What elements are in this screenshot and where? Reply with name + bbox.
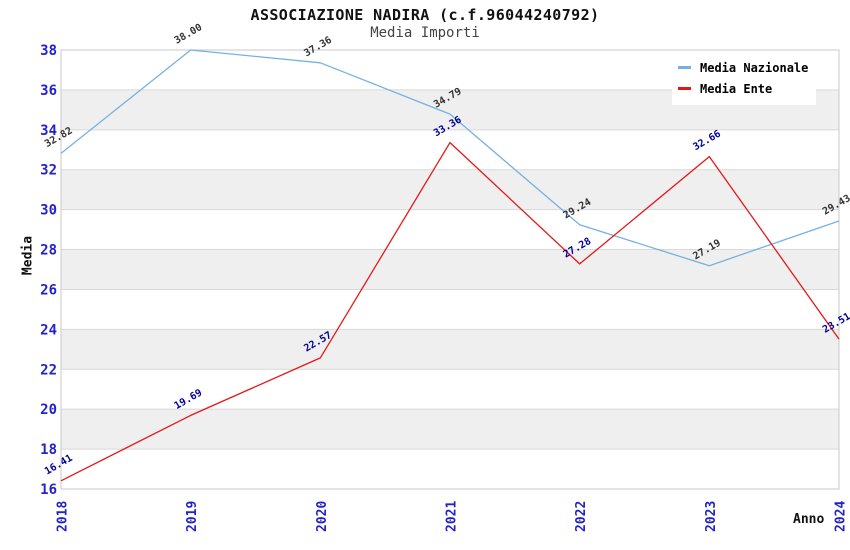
legend-item-media-nazionale: Media Nazionale (676, 57, 816, 78)
y-tick-label: 38 (40, 43, 57, 59)
y-tick-label: 34 (40, 123, 57, 139)
y-tick-label: 30 (40, 203, 57, 219)
y-tick-label: 22 (40, 362, 57, 378)
chart-subtitle: Media Importi (370, 25, 480, 41)
x-tick-label: 2021 (445, 501, 460, 532)
legend-line-swatch (678, 66, 691, 69)
x-tick-label: 2018 (56, 501, 71, 532)
x-axis-title: Anno (793, 512, 825, 527)
legend-line-swatch (678, 87, 691, 90)
plot-band (61, 449, 839, 489)
series-line-media-ente (60, 141, 840, 482)
x-tick-label: 2024 (834, 501, 849, 532)
plot-band (61, 369, 839, 410)
plot-band (61, 249, 839, 290)
plot-band (61, 169, 839, 210)
plot-band (61, 289, 839, 330)
plot-band (61, 129, 839, 170)
y-tick-label: 36 (40, 83, 57, 99)
legend: Media Nazionale Media Ente (672, 51, 816, 105)
series-lines (60, 49, 840, 482)
series-line-media-nazionale (60, 49, 840, 267)
x-axis-tick-labels: 2018 2019 2020 2021 2022 2023 2024 (56, 501, 849, 532)
plot-border (60, 49, 840, 490)
y-tick-label: 32 (40, 163, 57, 179)
x-tick-label: 2023 (704, 501, 719, 532)
y-tick-label: 26 (40, 282, 57, 298)
y-tick-label: 18 (40, 442, 57, 458)
chart-title: ASSOCIAZIONE NADIRA (c.f.96044240792) (250, 6, 600, 24)
legend-label: Media Nazionale (700, 60, 809, 75)
plot-bands (61, 50, 839, 489)
x-tick-label: 2022 (574, 501, 589, 532)
legend-item-media-ente: Media Ente (676, 78, 816, 99)
y-tick-label: 28 (40, 243, 57, 259)
legend-label: Media Ente (700, 81, 773, 96)
y-tick-label: 20 (40, 402, 57, 418)
y-axis-title: Media (20, 235, 36, 276)
plot-band (61, 409, 839, 450)
plot-band (61, 209, 839, 250)
y-tick-label: 16 (40, 482, 57, 498)
y-axis-tick-labels: 16 18 20 22 24 26 28 30 32 34 36 38 (40, 43, 57, 498)
plot-border-rect (60, 49, 840, 490)
x-tick-label: 2020 (315, 501, 330, 532)
y-tick-label: 24 (40, 322, 57, 338)
x-tick-label: 2019 (185, 501, 200, 532)
gridlines (61, 89, 839, 450)
plot-band (61, 329, 839, 370)
